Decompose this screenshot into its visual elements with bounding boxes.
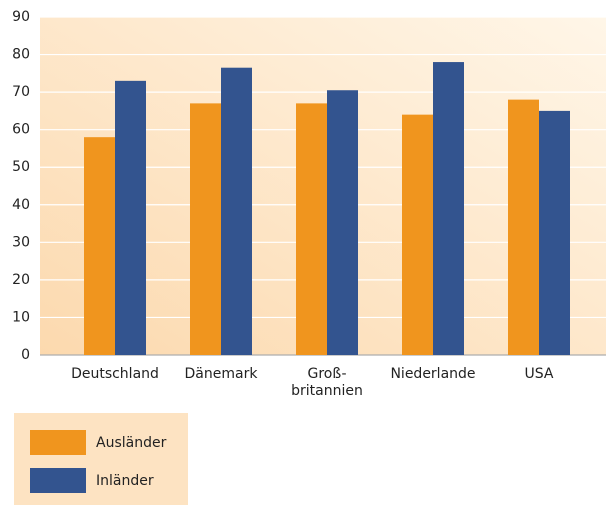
bar [433,62,464,356]
y-tick-label: 40 [12,197,30,213]
bar [221,67,252,355]
bar [327,90,358,355]
y-tick-label: 70 [12,84,30,100]
y-tick-label: 20 [12,272,30,288]
x-tick-label: Groß- britannien [291,366,363,399]
bar [508,99,539,355]
y-tick-label: 80 [12,47,30,63]
y-tick-label: 0 [21,347,30,363]
legend-swatch [30,430,86,455]
bar [539,110,570,355]
y-tick-label: 90 [12,9,30,25]
legend-swatch [30,468,86,493]
bar [296,103,327,355]
x-tick-label: Dänemark [184,366,258,382]
x-tick-label: Niederlande [390,366,476,382]
bar [115,80,146,355]
y-tick-label: 10 [12,309,30,325]
bar [190,103,221,355]
legend-label: Inländer [96,473,154,489]
x-tick-label: USA [524,366,554,382]
y-tick-label: 60 [12,122,30,138]
x-tick-label: Deutschland [71,366,159,382]
legend-label: Ausländer [96,435,167,451]
bar [84,137,115,355]
y-tick-label: 50 [12,159,30,175]
bar [402,114,433,356]
y-tick-label: 30 [12,234,30,250]
